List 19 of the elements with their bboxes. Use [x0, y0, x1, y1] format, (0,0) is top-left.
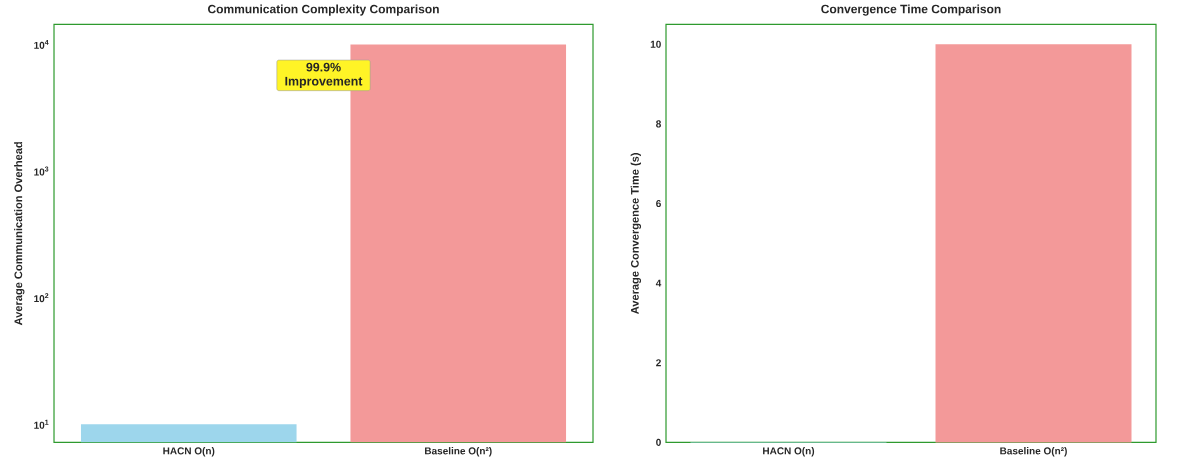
annotation: 99.9% Improvement	[285, 62, 363, 88]
y-tick-label: 10$^{2}$	[34, 292, 49, 302]
y-tick-label: 0	[656, 438, 661, 446]
y-tick-label: 8	[656, 120, 661, 128]
y-tick-label: 2	[656, 359, 661, 367]
y-tick-label: 4	[655, 279, 662, 287]
x-tick-label: HACN O(n)	[763, 446, 815, 457]
y-tick-label: 10$^{1}$	[34, 419, 49, 429]
y-axis-title: Average Communication Overhead	[14, 141, 25, 325]
y-tick-label: 10$^{4}$	[34, 39, 49, 49]
x-tick-label: HACN O(n)	[163, 446, 215, 457]
y-tick-label: 10$^{3}$	[34, 166, 49, 176]
y-tick-label: 6	[656, 199, 661, 207]
y-tick-label: 10	[650, 40, 661, 48]
x-tick-label: Baseline O(n²)	[425, 446, 492, 457]
y-axis-title: Average Convergence Time (s)	[630, 152, 642, 314]
chart-title: Communication Complexity Comparison	[208, 4, 439, 16]
chart-title: Convergence Time Comparison	[821, 4, 1001, 16]
x-tick-label: Baseline O(n²)	[1000, 446, 1067, 457]
